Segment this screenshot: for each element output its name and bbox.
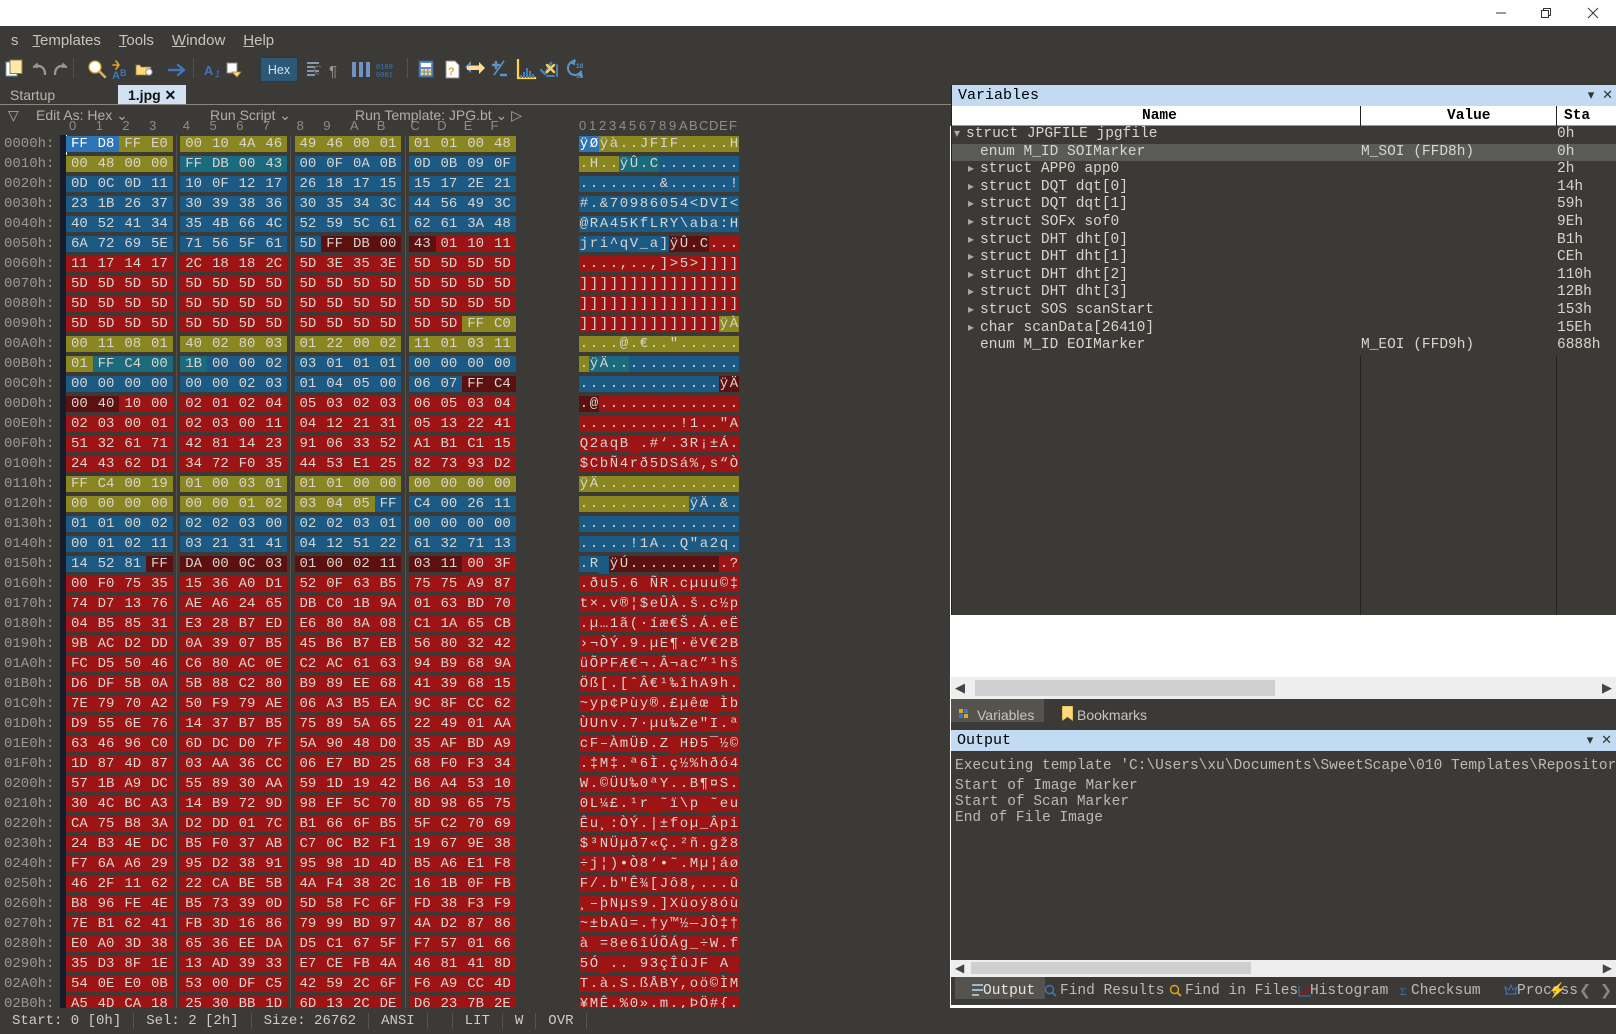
- svg-text:?: ?: [448, 66, 455, 78]
- svg-text:¶: ¶: [329, 63, 337, 80]
- svg-text:A: A: [112, 70, 120, 81]
- svg-text:Σ: Σ: [1400, 986, 1406, 997]
- svg-text:A: A: [204, 63, 214, 78]
- svg-text:B: B: [120, 68, 127, 78]
- svg-text:0100: 0100: [376, 64, 393, 72]
- svg-text:1: 1: [215, 69, 220, 79]
- svg-text:0001: 0001: [376, 72, 393, 80]
- svg-text:10: 10: [576, 63, 584, 70]
